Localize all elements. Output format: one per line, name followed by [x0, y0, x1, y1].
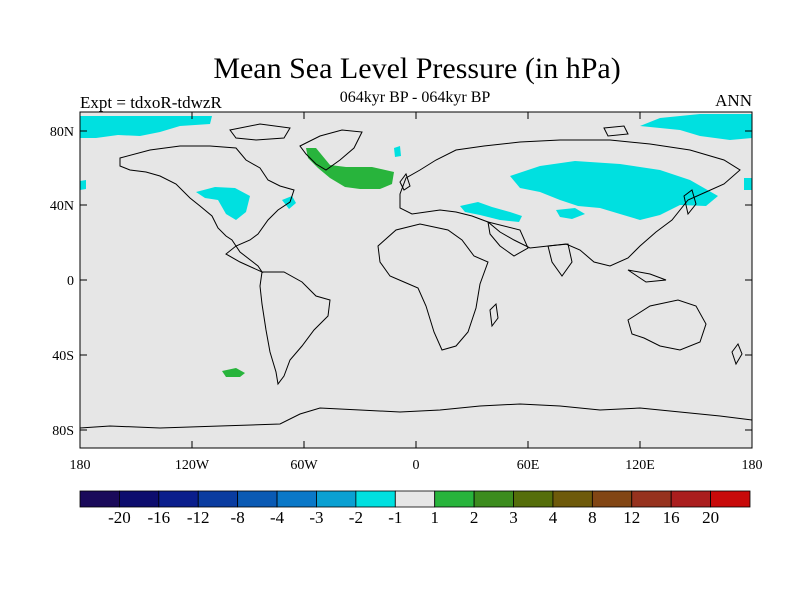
lon-tick-label: 0 — [413, 458, 420, 473]
colorbar-swatch — [79, 490, 120, 508]
lon-tick-label: 180 — [70, 458, 91, 473]
lon-tick-label: 60W — [290, 458, 318, 473]
map-background — [80, 112, 752, 448]
colorbar-swatch — [119, 490, 160, 508]
colorbar-label: -16 — [147, 508, 170, 527]
colorbar-swatch — [473, 490, 514, 508]
colorbar-label: 20 — [702, 508, 719, 527]
colorbar-swatch — [394, 490, 436, 508]
lat-tick-label: 80N — [50, 125, 74, 140]
colorbar-swatch — [316, 490, 357, 508]
lon-ticks — [79, 112, 753, 448]
colorbar-swatch — [631, 490, 672, 508]
negative-anomaly-regions — [80, 114, 752, 222]
colorbar-swatch — [591, 490, 633, 508]
colorbar-swatch — [158, 490, 199, 508]
lon-tick-label: 120W — [175, 458, 210, 473]
colorbar-label: 2 — [470, 508, 479, 527]
lat-tick-label: 40N — [50, 199, 74, 214]
colorbar-label: 8 — [588, 508, 597, 527]
colorbar-swatch — [355, 490, 396, 508]
map-title: Mean Sea Level Pressure (in hPa) — [213, 52, 621, 85]
colorbar-label: 16 — [663, 508, 680, 527]
season-label: ANN — [715, 91, 752, 110]
colorbar-swatch — [552, 490, 593, 508]
colorbar-label: 12 — [623, 508, 640, 527]
lon-tick-label: 60E — [517, 458, 540, 473]
lat-tick-label: 40S — [52, 349, 74, 364]
colorbar-label: -4 — [270, 508, 285, 527]
colorbar-label: -3 — [309, 508, 323, 527]
colorbar-label: 3 — [509, 508, 518, 527]
colorbar-swatch — [197, 490, 239, 508]
experiment-label: Expt = tdxoR-tdwzR — [80, 93, 222, 112]
colorbar-label: 1 — [430, 508, 439, 527]
map-subtitle: 064kyr BP - 064kyr BP — [339, 89, 491, 106]
colorbar-label: -2 — [349, 508, 363, 527]
colorbar-label: -1 — [388, 508, 402, 527]
colorbar-swatch — [710, 490, 751, 508]
coastlines — [79, 123, 753, 429]
colorbar-swatch — [434, 490, 475, 508]
lon-tick-label: 180 — [742, 458, 763, 473]
colorbar-label: -20 — [108, 508, 131, 527]
positive-anomaly-regions — [222, 148, 394, 377]
lat-tick-label: 80S — [52, 424, 74, 439]
colorbar-label: -12 — [187, 508, 210, 527]
lat-tick-label: 0 — [67, 274, 74, 289]
lat-ticks — [80, 130, 752, 431]
colorbar: -20 -16 -12 -8 -4 -3 -2 -1 1 2 3 4 8 12 16 20 — [79, 490, 751, 527]
colorbar-label: 4 — [549, 508, 558, 527]
lon-tick-label: 120E — [625, 458, 655, 473]
colorbar-swatch — [276, 490, 317, 508]
colorbar-label: -8 — [231, 508, 245, 527]
colorbar-swatch — [237, 490, 278, 508]
colorbar-swatch — [513, 490, 554, 508]
colorbar-swatch — [670, 490, 711, 508]
